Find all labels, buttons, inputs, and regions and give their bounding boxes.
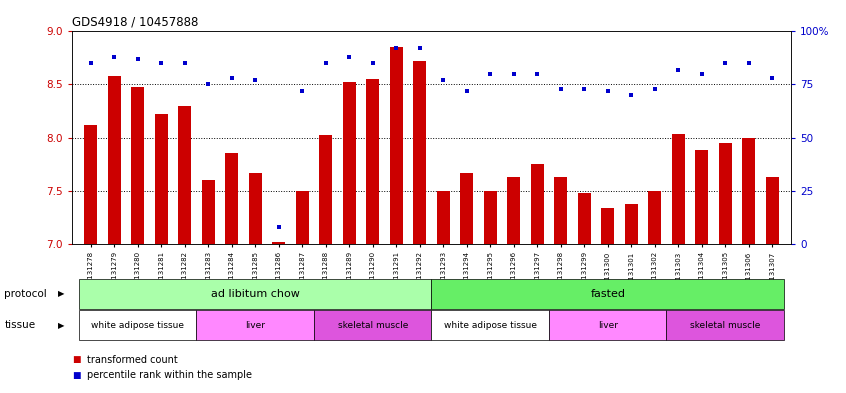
Point <box>766 75 779 81</box>
Text: liver: liver <box>245 321 265 330</box>
Text: ▶: ▶ <box>58 321 64 330</box>
Bar <box>413 61 426 244</box>
Bar <box>484 191 497 244</box>
Bar <box>508 177 520 244</box>
Point <box>530 71 544 77</box>
Bar <box>578 193 591 244</box>
Point <box>672 66 685 73</box>
Point <box>695 71 708 77</box>
Bar <box>366 79 379 244</box>
Text: ■: ■ <box>72 355 80 364</box>
Bar <box>201 180 215 244</box>
Bar <box>742 138 755 244</box>
Point <box>107 54 121 60</box>
Bar <box>225 153 239 244</box>
Point <box>366 60 380 66</box>
Bar <box>272 242 285 244</box>
Text: tissue: tissue <box>4 320 36 330</box>
Point <box>225 75 239 81</box>
Bar <box>85 125 97 244</box>
Bar <box>131 86 144 244</box>
Point <box>483 71 497 77</box>
Text: skeletal muscle: skeletal muscle <box>338 321 408 330</box>
Point <box>437 77 450 83</box>
Point <box>413 45 426 51</box>
Text: ad libitum chow: ad libitum chow <box>211 289 299 299</box>
Text: ▶: ▶ <box>58 289 64 298</box>
Point <box>84 60 97 66</box>
Point <box>201 81 215 88</box>
Point <box>249 77 262 83</box>
Bar <box>672 134 684 244</box>
Bar <box>460 173 473 244</box>
Point <box>554 86 568 92</box>
Text: protocol: protocol <box>4 289 47 299</box>
Point <box>460 88 474 94</box>
Bar <box>390 47 403 244</box>
Text: fasted: fasted <box>591 289 625 299</box>
Bar <box>319 136 332 244</box>
Text: percentile rank within the sample: percentile rank within the sample <box>87 370 252 380</box>
Bar <box>296 191 309 244</box>
Bar <box>602 208 614 244</box>
Point <box>601 88 614 94</box>
Point <box>389 45 403 51</box>
Bar <box>437 191 450 244</box>
Point <box>295 88 309 94</box>
Bar <box>554 177 567 244</box>
Bar <box>695 150 708 244</box>
Text: transformed count: transformed count <box>87 354 178 365</box>
Point <box>319 60 332 66</box>
Text: ■: ■ <box>72 371 80 380</box>
Text: liver: liver <box>598 321 618 330</box>
Bar <box>249 173 261 244</box>
Point <box>343 54 356 60</box>
Point <box>624 92 638 98</box>
Bar <box>766 177 778 244</box>
Bar <box>343 83 355 244</box>
Point <box>578 86 591 92</box>
Bar <box>530 164 544 244</box>
Point <box>272 224 285 230</box>
Text: skeletal muscle: skeletal muscle <box>690 321 761 330</box>
Bar <box>179 106 191 244</box>
Point <box>507 71 520 77</box>
Text: white adipose tissue: white adipose tissue <box>91 321 184 330</box>
Bar <box>719 143 732 244</box>
Point <box>155 60 168 66</box>
Point <box>648 86 662 92</box>
Point <box>178 60 191 66</box>
Bar <box>648 191 662 244</box>
Bar <box>107 76 121 244</box>
Point <box>131 56 145 62</box>
Text: white adipose tissue: white adipose tissue <box>443 321 536 330</box>
Bar <box>624 204 638 244</box>
Point <box>742 60 755 66</box>
Bar <box>155 114 168 244</box>
Text: GDS4918 / 10457888: GDS4918 / 10457888 <box>72 16 198 29</box>
Point <box>718 60 732 66</box>
